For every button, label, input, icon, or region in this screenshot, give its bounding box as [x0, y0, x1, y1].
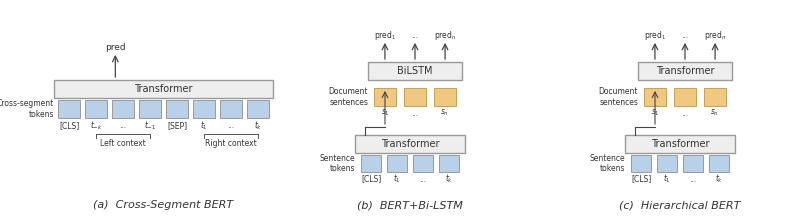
Bar: [54, 80, 273, 98]
Text: [CLS]: [CLS]: [59, 121, 79, 131]
Text: [CLS]: [CLS]: [631, 174, 651, 184]
Text: Sentence
tokens: Sentence tokens: [319, 154, 355, 173]
Bar: [683, 155, 703, 172]
Text: (b)  BERT+Bi-LSTM: (b) BERT+Bi-LSTM: [357, 200, 463, 210]
Bar: [413, 155, 433, 172]
Bar: [139, 100, 161, 118]
Bar: [625, 135, 735, 153]
Text: $t_{-1}$: $t_{-1}$: [144, 120, 156, 132]
Text: $t_k$: $t_k$: [254, 120, 262, 132]
Text: Right context: Right context: [205, 140, 257, 148]
Text: Cross-segment
tokens: Cross-segment tokens: [0, 99, 54, 119]
Text: ...: ...: [411, 109, 418, 118]
Text: $t_1$: $t_1$: [663, 173, 671, 185]
Text: ...: ...: [411, 31, 418, 41]
Text: Document
sentences: Document sentences: [598, 87, 638, 107]
Text: BiLSTM: BiLSTM: [398, 66, 433, 76]
Text: Transformer: Transformer: [134, 84, 193, 94]
Bar: [166, 100, 188, 118]
Text: ...: ...: [682, 31, 689, 41]
Bar: [439, 155, 459, 172]
Bar: [112, 100, 134, 118]
Text: (a)  Cross-Segment BERT: (a) Cross-Segment BERT: [94, 200, 234, 210]
Text: Document
sentences: Document sentences: [329, 87, 368, 107]
Text: [CLS]: [CLS]: [361, 174, 381, 184]
Text: pred$_1$: pred$_1$: [644, 29, 666, 43]
Text: $t_k$: $t_k$: [715, 173, 723, 185]
Text: ...: ...: [690, 174, 697, 184]
Text: pred$_1$: pred$_1$: [374, 29, 396, 43]
Bar: [193, 100, 215, 118]
Bar: [434, 88, 456, 106]
Bar: [85, 100, 107, 118]
Text: $s_1$: $s_1$: [381, 108, 390, 118]
Text: pred$_n$: pred$_n$: [704, 29, 726, 43]
Bar: [674, 88, 696, 106]
Text: ...: ...: [119, 121, 126, 131]
Text: $s_1$: $s_1$: [650, 108, 659, 118]
Text: $s_n$: $s_n$: [441, 108, 450, 118]
Text: Transformer: Transformer: [656, 66, 714, 76]
Text: ...: ...: [227, 121, 234, 131]
Bar: [220, 100, 242, 118]
Bar: [361, 155, 381, 172]
Text: $t_1$: $t_1$: [200, 120, 208, 132]
Bar: [644, 88, 666, 106]
Text: pred: pred: [105, 44, 126, 53]
Text: Transformer: Transformer: [650, 139, 710, 149]
Text: Sentence
tokens: Sentence tokens: [590, 154, 625, 173]
Bar: [404, 88, 426, 106]
Bar: [657, 155, 677, 172]
Text: (c)  Hierarchical BERT: (c) Hierarchical BERT: [619, 200, 741, 210]
Text: $t_{-k}$: $t_{-k}$: [90, 120, 102, 132]
Bar: [709, 155, 729, 172]
Text: $s_n$: $s_n$: [710, 108, 719, 118]
Bar: [638, 62, 732, 80]
Bar: [58, 100, 80, 118]
Bar: [374, 88, 396, 106]
Text: ...: ...: [419, 174, 426, 184]
Bar: [631, 155, 651, 172]
Text: Transformer: Transformer: [381, 139, 439, 149]
Bar: [704, 88, 726, 106]
Bar: [355, 135, 465, 153]
Text: [SEP]: [SEP]: [167, 121, 187, 131]
Bar: [247, 100, 269, 118]
Bar: [387, 155, 407, 172]
Text: ...: ...: [682, 109, 689, 118]
Bar: [368, 62, 462, 80]
Text: $t_1$: $t_1$: [393, 173, 401, 185]
Text: $t_k$: $t_k$: [445, 173, 453, 185]
Text: pred$_n$: pred$_n$: [434, 29, 457, 43]
Text: Left context: Left context: [100, 140, 146, 148]
